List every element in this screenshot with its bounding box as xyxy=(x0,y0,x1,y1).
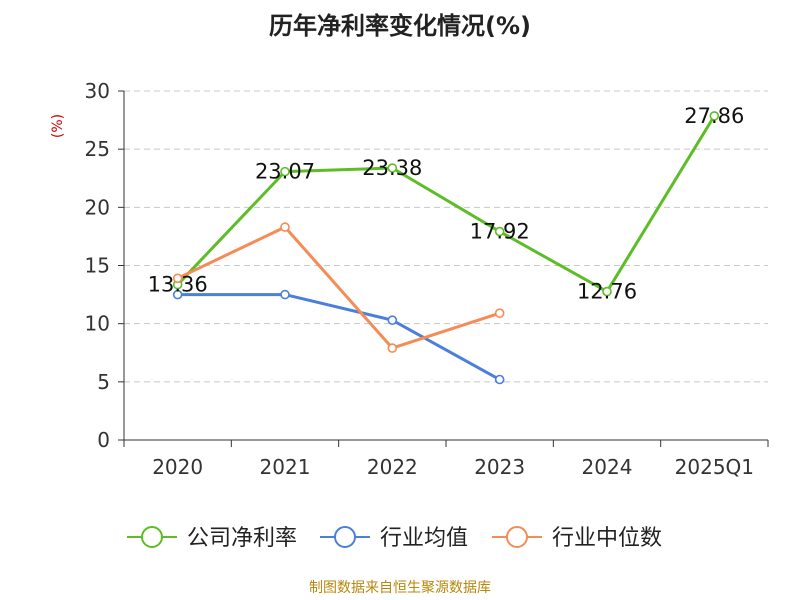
x-tick-label-2024: 2024 xyxy=(582,455,633,479)
data-label: 17.92 xyxy=(470,220,530,244)
series-line-2 xyxy=(176,293,502,382)
data-label: 23.38 xyxy=(362,156,422,180)
x-tick-label-2021: 2021 xyxy=(260,455,311,479)
series-lines xyxy=(172,111,720,385)
y-tick-label: 0 xyxy=(97,428,110,452)
data-point[interactable] xyxy=(280,166,290,177)
y-tick-label: 10 xyxy=(85,312,110,336)
data-point[interactable] xyxy=(280,222,290,232)
data-point[interactable] xyxy=(387,343,398,353)
y-tick-label: 25 xyxy=(85,137,110,161)
legend-label: 公司净利率 xyxy=(187,526,297,551)
y-axis-label: (%) xyxy=(50,114,66,138)
chart-title: 历年净利率变化情况(%) xyxy=(269,12,531,40)
source-note: 制图数据来自恒生聚源数据库 xyxy=(309,580,491,596)
x-tick-label-2025Q1: 2025Q1 xyxy=(675,455,754,479)
data-point[interactable] xyxy=(387,163,398,173)
legend-swatch-marker xyxy=(506,526,528,548)
legend-item-2[interactable]: 行业均值 xyxy=(320,526,468,551)
data-point[interactable] xyxy=(387,315,398,325)
data-labels: 13.36 23.07 23.38 17.92 12.76 27.86 xyxy=(148,104,745,304)
data-label: 13.36 xyxy=(148,273,208,297)
legend-item-3[interactable]: 行业中位数 xyxy=(492,526,662,551)
data-point[interactable] xyxy=(494,374,505,385)
data-label: 23.07 xyxy=(255,160,315,184)
series-line-3 xyxy=(176,225,502,350)
legend-label: 行业均值 xyxy=(380,526,468,551)
y-tick-label: 30 xyxy=(85,79,110,103)
x-tick-label-2022: 2022 xyxy=(367,455,418,479)
axes: 0 5 10 15 20 25 30 2020 2021 2022 2023 2024 2025Q1 xyxy=(85,79,769,479)
legend[interactable]: 公司净利率 行业均值 行业中位数 xyxy=(127,526,662,551)
series-3 xyxy=(172,222,505,353)
y-tick-label: 5 xyxy=(97,370,110,394)
series-1 xyxy=(172,111,720,297)
legend-label: 行业中位数 xyxy=(552,526,662,551)
series-2 xyxy=(172,289,505,385)
x-tick-label-2023: 2023 xyxy=(474,455,525,479)
data-label: 27.86 xyxy=(684,104,744,128)
legend-swatch-marker xyxy=(141,526,163,548)
series-line-1 xyxy=(176,114,716,294)
data-point[interactable] xyxy=(494,226,505,237)
data-point[interactable] xyxy=(709,111,720,121)
data-point[interactable] xyxy=(280,289,290,300)
legend-swatch-marker xyxy=(334,526,356,548)
data-point[interactable] xyxy=(172,289,183,300)
data-point[interactable] xyxy=(602,286,612,297)
legend-item-1[interactable]: 公司净利率 xyxy=(127,526,297,551)
x-tick-label-2020: 2020 xyxy=(152,455,203,479)
data-point[interactable] xyxy=(494,308,505,318)
y-tick-label: 15 xyxy=(85,254,110,278)
grid-lines xyxy=(124,90,768,383)
data-point[interactable] xyxy=(172,273,183,284)
data-label: 12.76 xyxy=(577,280,637,304)
y-tick-label: 20 xyxy=(85,195,110,219)
